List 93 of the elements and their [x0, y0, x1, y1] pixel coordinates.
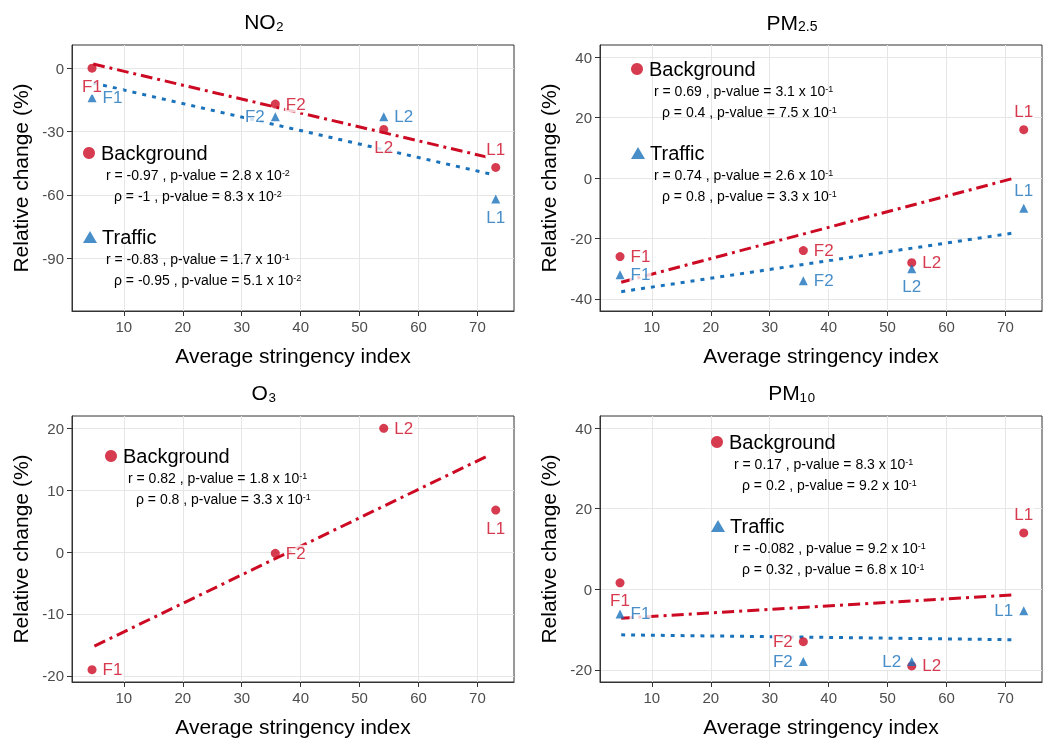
chart-title: PM₁₀ — [768, 381, 816, 404]
data-label: L2 — [922, 253, 942, 273]
x-tick-label: 60 — [410, 318, 427, 335]
x-tick-label: 30 — [233, 689, 251, 706]
legend-label: Traffic — [102, 226, 157, 248]
data-label: L1 — [1014, 102, 1034, 122]
y-axis-title: Relative change (%) — [9, 454, 33, 644]
y-tick-label: 0 — [583, 169, 592, 187]
data-label: F2 — [244, 107, 265, 127]
y-tick-label: -20 — [42, 667, 64, 685]
x-tick-label: 20 — [702, 318, 720, 335]
x-tick-label: 70 — [997, 318, 1014, 335]
x-tick-label: 10 — [115, 689, 133, 706]
data-label: L1 — [486, 139, 506, 159]
y-tick-label: -30 — [42, 123, 64, 141]
chart-title: O₃ — [251, 381, 277, 404]
data-label: F2 — [772, 651, 793, 671]
x-tick-label: 20 — [174, 318, 192, 335]
data-label: F2 — [285, 94, 306, 114]
data-label: L2 — [882, 651, 902, 671]
x-tick-label: 10 — [643, 689, 661, 706]
y-tick-label: -20 — [570, 229, 592, 247]
x-tick-label: 50 — [879, 318, 896, 335]
x-tick-label: 70 — [469, 689, 486, 706]
data-label: L2 — [922, 656, 942, 676]
y-tick-label: -20 — [570, 661, 592, 679]
data-label: F1 — [630, 265, 651, 285]
data-label: F1 — [82, 76, 102, 96]
y-tick-label: -40 — [570, 290, 592, 308]
y-tick-label: -10 — [42, 605, 64, 623]
x-tick-label: 40 — [820, 689, 838, 706]
x-tick-label: 50 — [351, 318, 368, 335]
data-label: F1 — [102, 88, 123, 108]
x-tick-label: 40 — [820, 318, 838, 335]
y-tick-label: 40 — [575, 48, 592, 66]
x-axis-title: Average stringency index — [703, 344, 940, 367]
x-tick-label: 70 — [469, 318, 486, 335]
x-axis-title: Average stringency index — [175, 344, 412, 367]
data-label: L2 — [902, 277, 922, 297]
legend-label: Traffic — [650, 142, 705, 164]
x-tick-label: 40 — [292, 689, 310, 706]
x-tick-label: 30 — [761, 318, 779, 335]
y-tick-label: -90 — [42, 249, 64, 267]
x-tick-label: 40 — [292, 318, 310, 335]
x-tick-label: 50 — [879, 689, 896, 706]
data-label: F1 — [102, 660, 123, 680]
x-tick-label: 60 — [410, 689, 427, 706]
data-label: L1 — [1014, 180, 1034, 200]
x-tick-label: 10 — [115, 318, 133, 335]
y-tick-label: 0 — [55, 59, 64, 77]
y-tick-label: 40 — [575, 419, 592, 437]
data-label: F2 — [285, 543, 306, 563]
x-tick-label: 20 — [174, 689, 192, 706]
x-tick-label: 70 — [997, 689, 1014, 706]
data-label: F2 — [813, 241, 834, 261]
data-label: L1 — [1014, 505, 1034, 525]
data-label: L2 — [374, 137, 394, 157]
legend-label: Background — [101, 142, 208, 164]
y-tick-label: -60 — [42, 186, 64, 204]
data-label: L1 — [994, 601, 1014, 621]
data-label: L2 — [394, 107, 414, 127]
x-tick-label: 60 — [938, 689, 955, 706]
data-label: F1 — [630, 247, 651, 267]
legend-label: Background — [649, 58, 756, 80]
chart-title: NO₂ — [244, 10, 284, 33]
data-label: L2 — [394, 418, 414, 438]
y-tick-label: 10 — [47, 481, 64, 499]
chart-title: PM2.5 — [766, 10, 818, 34]
legend-label: Traffic — [730, 515, 785, 537]
legend-label: Background — [123, 445, 230, 467]
x-tick-label: 30 — [761, 689, 779, 706]
y-tick-label: 20 — [575, 109, 592, 127]
x-tick-label: 60 — [938, 318, 955, 335]
data-label: L1 — [486, 518, 506, 538]
data-label: F1 — [630, 604, 651, 624]
legend-label: Background — [729, 431, 836, 453]
x-tick-label: 10 — [643, 318, 661, 335]
data-label: F2 — [772, 632, 793, 652]
y-axis-title: Relative change (%) — [537, 83, 561, 273]
y-tick-label: 20 — [575, 500, 592, 518]
data-label: L1 — [486, 207, 506, 227]
data-label: F2 — [813, 271, 834, 291]
y-tick-label: 0 — [55, 543, 64, 561]
x-tick-label: 20 — [702, 689, 720, 706]
y-axis-title: Relative change (%) — [9, 83, 33, 273]
x-tick-label: 50 — [351, 689, 368, 706]
y-tick-label: 20 — [47, 419, 64, 437]
x-axis-title: Average stringency index — [703, 715, 940, 738]
x-tick-label: 30 — [233, 318, 251, 335]
y-tick-label: 0 — [583, 580, 592, 598]
y-axis-title: Relative change (%) — [537, 454, 561, 644]
data-label: F1 — [610, 591, 630, 611]
x-axis-title: Average stringency index — [175, 715, 412, 738]
